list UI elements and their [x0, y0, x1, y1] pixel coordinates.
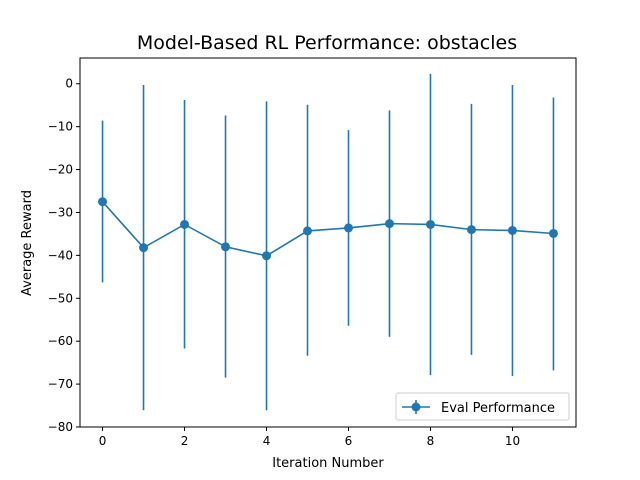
- data-point: [548, 228, 558, 238]
- plot-area: [80, 58, 576, 427]
- data-point: [507, 225, 517, 235]
- y-tick-label: −40: [48, 248, 73, 262]
- data-point: [262, 251, 272, 261]
- y-tick-label: −70: [48, 377, 73, 391]
- data-point: [343, 223, 353, 233]
- data-point: [303, 226, 313, 236]
- y-tick-label: −10: [48, 120, 73, 134]
- y-tick-label: −50: [48, 291, 73, 305]
- axis-ticks: 0 2 4 6 8 10 0 −10 −20 −30 −40 −50 −60 −70 −80: [48, 77, 520, 448]
- y-axis-label: Average Reward: [20, 190, 35, 296]
- x-tick-label: 10: [505, 434, 520, 448]
- data-point: [98, 197, 108, 207]
- chart-title: Model-Based RL Performance: obstacles: [137, 32, 517, 54]
- legend-label: Eval Performance: [441, 401, 555, 416]
- legend: Eval Performance: [395, 392, 570, 421]
- data-point: [221, 242, 231, 252]
- data-point: [384, 219, 394, 229]
- data-point: [466, 225, 476, 235]
- series-line: [101, 201, 554, 257]
- data-point: [425, 219, 435, 229]
- x-tick-label: 2: [181, 434, 189, 448]
- plot-frame: [79, 57, 577, 428]
- x-axis-label: Iteration Number: [272, 456, 384, 471]
- x-tick-label: 4: [263, 434, 271, 448]
- series-polyline: [101, 201, 554, 257]
- legend-marker-sample: [411, 402, 421, 412]
- y-tick-label: −30: [48, 205, 73, 219]
- y-tick-label: 0: [65, 77, 73, 91]
- y-tick-label: −80: [48, 420, 73, 434]
- data-point: [139, 243, 149, 253]
- x-tick-label: 8: [427, 434, 435, 448]
- y-tick-label: −60: [48, 334, 73, 348]
- x-tick-label: 6: [345, 434, 353, 448]
- data-points: [98, 197, 558, 261]
- legend-box: [395, 392, 570, 421]
- x-tick-label: 0: [99, 434, 107, 448]
- y-tick-label: −20: [48, 163, 73, 177]
- data-point: [180, 219, 190, 229]
